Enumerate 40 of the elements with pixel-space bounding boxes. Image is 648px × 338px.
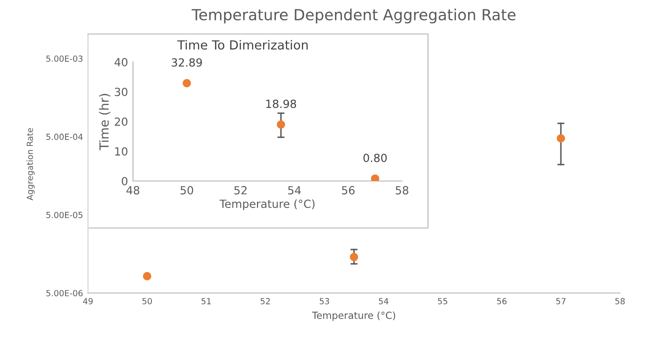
x-tick-label: 51 [202,298,211,304]
x-tick-label: 54 [378,298,388,304]
x-tick-label: 58 [615,298,625,304]
y-tick-label: 5.00E-06 [46,290,83,296]
point [556,134,566,143]
x-tick-label: 52 [234,186,247,194]
y-tick-label: 10 [115,147,128,156]
x-tick-label: 54 [288,186,301,194]
chart-title: Time To Dimerization [177,40,308,50]
data-label: 18.98 [266,100,296,108]
y-tick-label: 5.00E-05 [46,212,82,218]
x-tick-label: 49 [83,298,93,304]
x-tick-label: 56 [342,186,355,194]
x-tick-label: 52 [260,298,270,304]
y-axis-title: Aggregation Rate [26,128,35,200]
y-tick-label: 5.00E-03 [46,56,82,62]
x-tick-label: 50 [180,186,194,194]
data-label: 32.89 [172,58,202,67]
y-tick-label: 5.00E-04 [46,134,83,140]
y-tick-label: 20 [114,117,128,126]
point [370,174,380,181]
x-axis-title: Temperature (°C) [220,199,314,210]
y-tick-label: 0 [122,176,128,186]
chart-title: Temperature Dependent Aggregation Rate [192,8,516,24]
point [182,78,191,88]
x-tick-label: 48 [126,186,140,194]
data-label: 0.80 [363,154,387,162]
y-tick-label: 40 [114,58,128,66]
x-tick-label: 58 [396,186,408,194]
point [142,272,152,280]
point [350,252,358,262]
x-tick-label: 50 [142,298,152,304]
y-tick-label: 30 [114,88,128,96]
x-tick-label: 56 [497,298,507,304]
point [276,120,286,129]
x-tick-label: 53 [320,298,330,304]
y-axis-title: Time (hr) [99,94,110,150]
x-tick-label: 55 [438,298,448,304]
x-axis-title: Temperature (°C) [312,311,396,321]
x-tick-label: 57 [556,298,566,304]
